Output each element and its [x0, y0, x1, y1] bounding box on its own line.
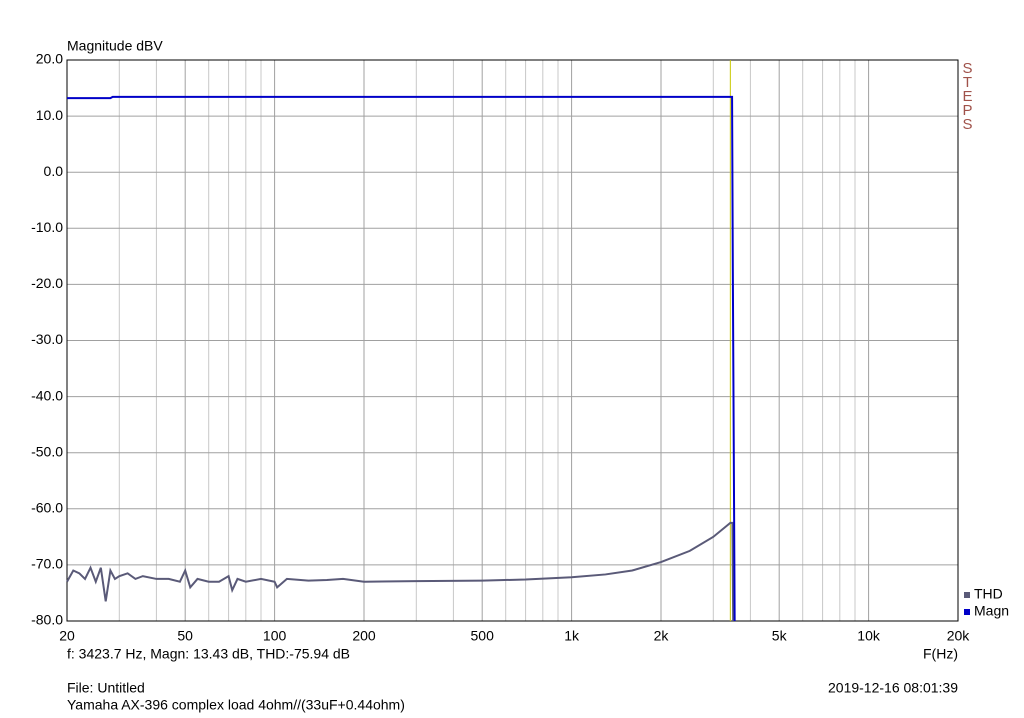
x-tick-label: 5k	[772, 628, 788, 644]
y-tick-label: -20.0	[31, 275, 63, 291]
cursor-readout: f: 3423.7 Hz, Magn: 13.43 dB, THD:-75.94…	[67, 646, 350, 662]
x-tick-label: 50	[177, 628, 193, 644]
y-tick-label: -10.0	[31, 219, 63, 235]
y-tick-label: 0.0	[44, 163, 64, 179]
x-tick-label: 20k	[947, 628, 971, 644]
y-tick-label: -40.0	[31, 387, 63, 403]
description: Yamaha AX-396 complex load 4ohm//(33uF+0…	[67, 697, 405, 713]
y-tick-label: 10.0	[36, 107, 63, 123]
file-name: File: Untitled	[67, 680, 145, 696]
y-tick-label: -50.0	[31, 443, 63, 459]
y-tick-label: -80.0	[31, 612, 63, 628]
legend-label: Magn	[974, 603, 1009, 619]
x-tick-label: 20	[59, 628, 75, 644]
legend-swatch	[964, 592, 970, 598]
x-tick-label: 500	[471, 628, 495, 644]
x-tick-label: 10k	[857, 628, 881, 644]
side-label: STEPS	[959, 60, 976, 130]
x-tick-label: 100	[263, 628, 287, 644]
plot-border	[66, 59, 959, 622]
legend-swatch	[964, 609, 970, 615]
timestamp: 2019-12-16 08:01:39	[828, 680, 958, 696]
y-tick-label: -70.0	[31, 556, 63, 572]
x-tick-label: 200	[352, 628, 376, 644]
series-line	[67, 95, 736, 622]
x-tick-label: 2k	[654, 628, 670, 644]
legend-label: THD	[974, 586, 1003, 602]
x-axis-title: F(Hz)	[923, 646, 958, 662]
y-tick-label: -60.0	[31, 500, 63, 516]
series-line	[66, 521, 735, 622]
y-axis-title: Magnitude dBV	[67, 38, 163, 54]
x-tick-label: 1k	[564, 628, 580, 644]
y-tick-label: -30.0	[31, 331, 63, 347]
y-tick-label: 20.0	[36, 51, 63, 67]
